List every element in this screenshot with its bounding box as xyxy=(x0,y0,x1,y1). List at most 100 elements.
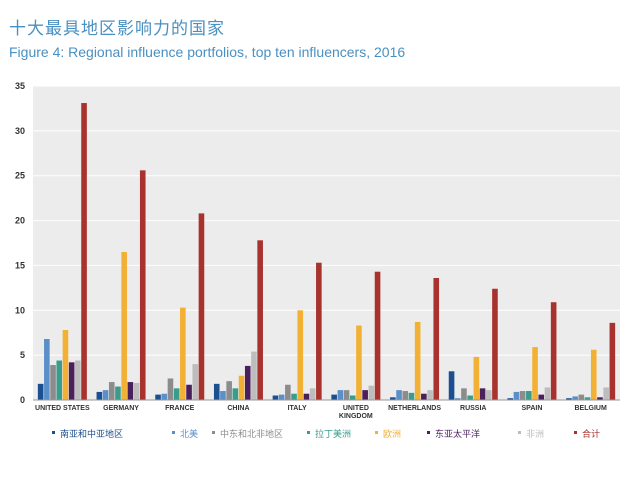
y-tick-label: 0 xyxy=(20,395,25,405)
bar xyxy=(139,170,146,400)
bar xyxy=(349,395,356,400)
legend-label: 南亚和中亚地区 xyxy=(60,428,123,440)
bar xyxy=(56,360,63,400)
plot-area xyxy=(33,86,620,400)
bar xyxy=(108,382,115,400)
bar xyxy=(155,394,161,400)
legend-marker xyxy=(52,431,55,434)
bar xyxy=(251,351,257,400)
bar xyxy=(374,271,381,400)
x-category-label: KINGDOM xyxy=(339,413,373,420)
bar xyxy=(133,382,140,400)
bar xyxy=(226,381,232,400)
bar xyxy=(167,378,174,400)
legend-marker xyxy=(427,431,430,434)
bar xyxy=(68,362,75,400)
bar xyxy=(213,383,220,400)
bar xyxy=(316,262,322,400)
y-tick-label: 15 xyxy=(15,260,25,270)
x-category-label: ITALY xyxy=(288,405,307,412)
bar xyxy=(238,375,245,400)
y-tick-label: 35 xyxy=(15,81,25,91)
bar xyxy=(192,364,199,400)
bar xyxy=(291,393,297,400)
legend-marker xyxy=(518,431,521,434)
legend-label: 非洲 xyxy=(526,428,544,440)
x-category-label: BELGIUM xyxy=(575,405,607,412)
bar xyxy=(427,390,433,400)
x-category-label: RUSSIA xyxy=(460,405,486,412)
bar xyxy=(461,388,467,400)
bar xyxy=(473,356,480,400)
bar xyxy=(37,383,44,400)
bar xyxy=(337,390,344,400)
legend-marker xyxy=(574,431,577,434)
bar xyxy=(198,213,205,400)
bar xyxy=(75,360,81,400)
bar xyxy=(368,385,375,400)
legend-label: 中东和北非地区 xyxy=(220,428,283,440)
bar xyxy=(96,391,103,400)
bar xyxy=(244,365,251,400)
bar xyxy=(121,251,127,400)
bar xyxy=(544,387,551,400)
bar xyxy=(597,397,603,400)
bar xyxy=(285,384,291,400)
bar xyxy=(356,325,362,400)
bar xyxy=(309,388,316,400)
bar xyxy=(272,395,279,400)
bar xyxy=(448,371,455,400)
chart-title-english: Figure 4: Regional influence portfolios,… xyxy=(9,44,406,60)
bar xyxy=(507,398,514,400)
bar xyxy=(603,387,609,400)
y-tick-label: 25 xyxy=(15,171,25,181)
bar xyxy=(532,347,538,400)
bar xyxy=(513,391,520,400)
bar xyxy=(44,338,50,400)
bar xyxy=(62,330,69,400)
x-category-label: GERMANY xyxy=(103,405,139,412)
bar xyxy=(402,391,409,400)
y-tick-label: 30 xyxy=(15,126,25,136)
bar xyxy=(297,310,304,400)
legend-marker xyxy=(172,431,175,434)
legend-label: 北美 xyxy=(180,428,198,440)
legend-marker xyxy=(307,431,310,434)
bar xyxy=(550,302,557,400)
bar xyxy=(50,365,56,400)
bar xyxy=(519,391,526,400)
bar xyxy=(454,398,461,400)
y-tick-label: 10 xyxy=(15,305,25,315)
bar xyxy=(526,391,532,400)
bar xyxy=(232,388,239,400)
legend-marker xyxy=(212,431,215,434)
bar xyxy=(609,322,616,400)
chart-title-chinese: 十大最具地区影响力的国家 xyxy=(9,19,225,39)
legend-label: 东亚太平洋 xyxy=(435,428,480,440)
bar xyxy=(81,103,87,400)
bar xyxy=(433,277,440,400)
legend-label: 拉丁美洲 xyxy=(315,428,351,440)
bar xyxy=(127,382,134,400)
bar xyxy=(578,394,585,400)
x-category-label: SPAIN xyxy=(522,405,543,412)
bar xyxy=(566,398,572,400)
bar xyxy=(414,321,421,400)
x-category-label: UNITED STATES xyxy=(35,405,90,412)
bar xyxy=(220,391,226,400)
bar xyxy=(572,396,578,400)
bar xyxy=(584,397,591,400)
bar xyxy=(278,394,285,400)
legend-marker xyxy=(375,431,378,434)
bar xyxy=(408,392,415,400)
bar xyxy=(303,393,310,400)
bar xyxy=(390,397,396,400)
bar xyxy=(161,393,168,400)
bar xyxy=(362,390,368,400)
bar xyxy=(421,393,427,400)
bar xyxy=(467,395,473,400)
bar xyxy=(492,288,498,400)
bar xyxy=(102,390,109,400)
bar xyxy=(590,349,597,400)
